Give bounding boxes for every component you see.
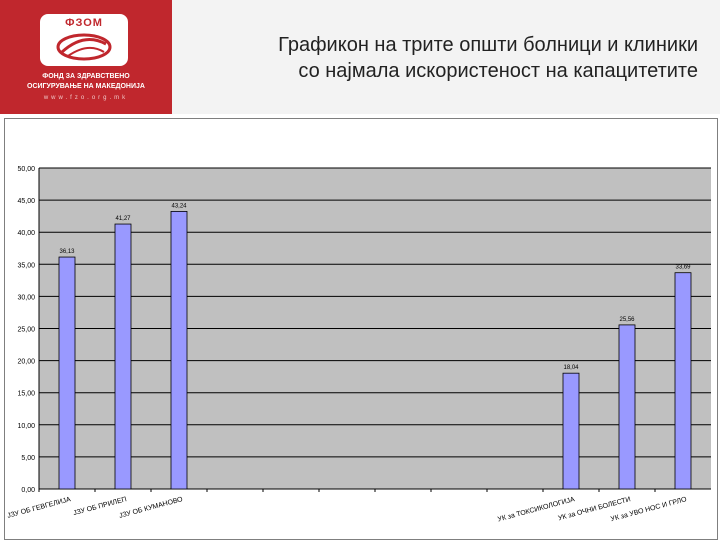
y-tick-label: 15,00: [17, 391, 35, 398]
x-tick-label: ЈЗУ ОБ ГЕВГЕЛИЈА: [7, 496, 72, 520]
y-tick-label: 30,00: [17, 294, 35, 301]
data-label: 25,56: [619, 317, 635, 323]
y-tick-label: 0,00: [21, 487, 35, 494]
y-tick-label: 50,00: [17, 166, 35, 173]
y-tick-label: 20,00: [17, 359, 35, 366]
logo-panel: ФЗОМ ФОНД ЗА ЗДРАВСТВЕНО ОСИГУРУВАЊЕ НА …: [0, 0, 172, 114]
logo-line-2: ОСИГУРУВАЊЕ НА МАКЕДОНИЈА: [27, 83, 145, 90]
y-tick-label: 40,00: [17, 230, 35, 237]
bar: [674, 272, 692, 490]
y-tick-label: 45,00: [17, 198, 35, 205]
data-label: 36,13: [59, 249, 75, 255]
y-tick-label: 25,00: [17, 327, 35, 334]
y-tick-label: 5,00: [21, 455, 35, 462]
bar: [114, 223, 132, 490]
bar-chart: 0,00 5,00 10,00 15,00 20,00 25,00 30,00 35,00 40…: [7, 166, 711, 523]
bar: [170, 210, 188, 490]
y-tick-label: 10,00: [17, 423, 35, 430]
data-label: 33,69: [675, 265, 691, 271]
data-label: 18,04: [563, 365, 579, 371]
bar: [562, 372, 580, 490]
page-title: Графикон на трите општи болници и клиник…: [178, 32, 698, 84]
header-band: [172, 0, 720, 114]
swirl-logo-icon: [56, 33, 112, 61]
title-line-1: Графикон на трите општи болници и клиник…: [278, 34, 698, 56]
data-label: 43,24: [171, 203, 187, 209]
data-label: 41,27: [115, 216, 131, 222]
y-tick-label: 35,00: [17, 262, 35, 269]
chart-frame: 0,00 5,00 10,00 15,00 20,00 25,00 30,00 35,00 40…: [4, 118, 718, 540]
logo-title: ФЗОМ: [65, 17, 103, 29]
bar: [618, 324, 636, 490]
logo-url: www.fzo.org.mk: [43, 95, 129, 101]
x-tick-label: ЈЗУ ОБ КУМАНОВО: [118, 496, 184, 520]
title-line-2: со најмала искористеност на капацитетите: [298, 60, 698, 82]
logo: ФЗОМ: [40, 14, 128, 66]
bar: [58, 256, 76, 490]
logo-line-1: ФОНД ЗА ЗДРАВСТВЕНО: [42, 73, 130, 80]
